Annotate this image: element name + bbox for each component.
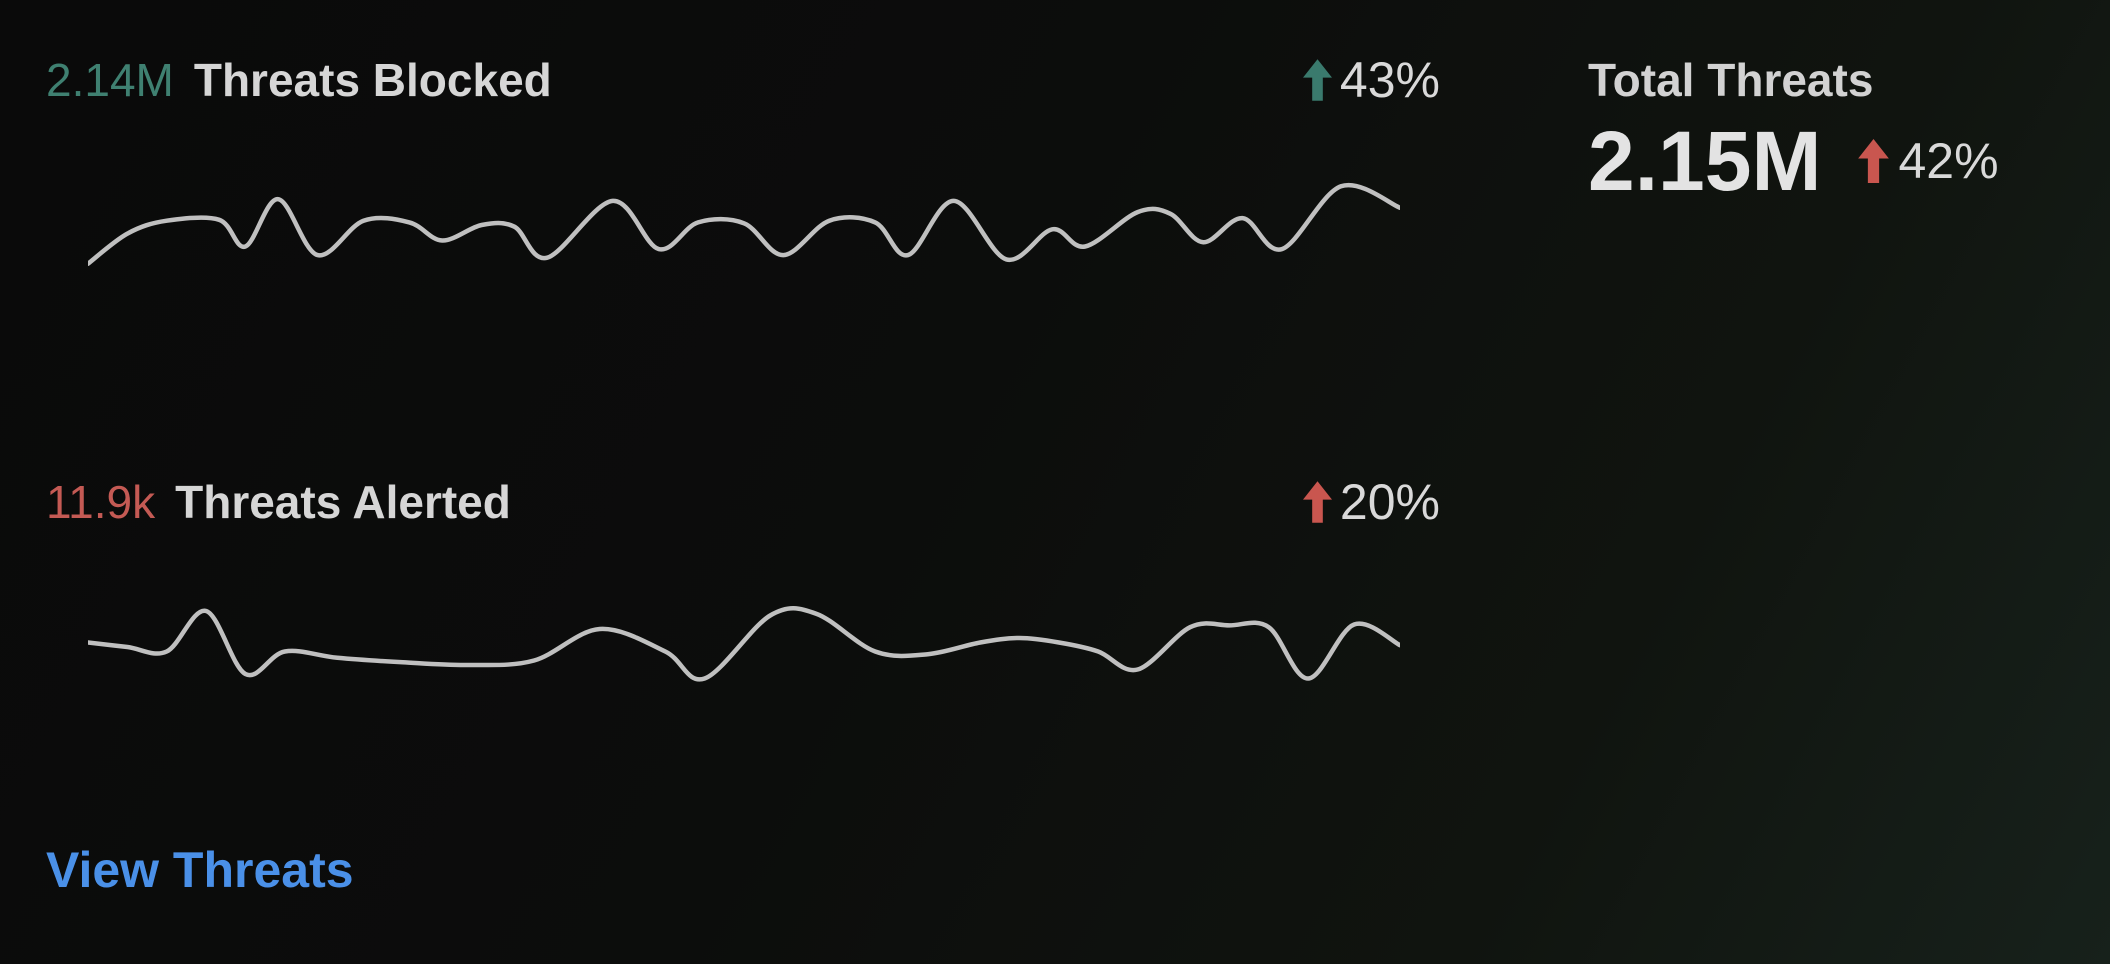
- threats-alerted-title: 11.9k Threats Alerted: [46, 474, 511, 530]
- threats-alerted-trend-percent: 20%: [1339, 474, 1440, 530]
- threats-blocked-header: 2.14M Threats Blocked 43%: [46, 52, 1440, 108]
- threats-alerted-label: Threats Alerted: [175, 476, 511, 528]
- total-threats-label: Total Threats: [1588, 54, 1874, 106]
- total-threats-trend-percent: 42%: [1898, 133, 1999, 189]
- total-threats-row: 2.15M 42%: [1588, 116, 1999, 206]
- total-threats-panel: Total Threats 2.15M 42%: [1588, 52, 1999, 206]
- trend-up-arrow-icon: [1302, 59, 1332, 101]
- threats-blocked-title: 2.14M Threats Blocked: [46, 52, 552, 108]
- threats-blocked-label: Threats Blocked: [193, 54, 552, 106]
- threats-alerted-trend: 20%: [1302, 474, 1440, 530]
- threats-blocked-trend-percent: 43%: [1339, 52, 1440, 108]
- trend-up-arrow-icon: [1858, 139, 1890, 183]
- threats-alerted-sparkline: [88, 596, 1400, 698]
- total-threats-trend: 42%: [1857, 133, 1999, 189]
- threats-blocked-value: 2.14M: [46, 54, 174, 106]
- threats-alerted-value: 11.9k: [46, 476, 156, 528]
- threats-blocked-sparkline: [88, 176, 1400, 274]
- threats-alerted-header: 11.9k Threats Alerted 20%: [46, 474, 1440, 530]
- total-threats-value: 2.15M: [1588, 114, 1822, 208]
- trend-up-arrow-icon: [1302, 481, 1332, 523]
- view-threats-link[interactable]: View Threats: [46, 842, 354, 898]
- threats-blocked-trend: 43%: [1302, 52, 1440, 108]
